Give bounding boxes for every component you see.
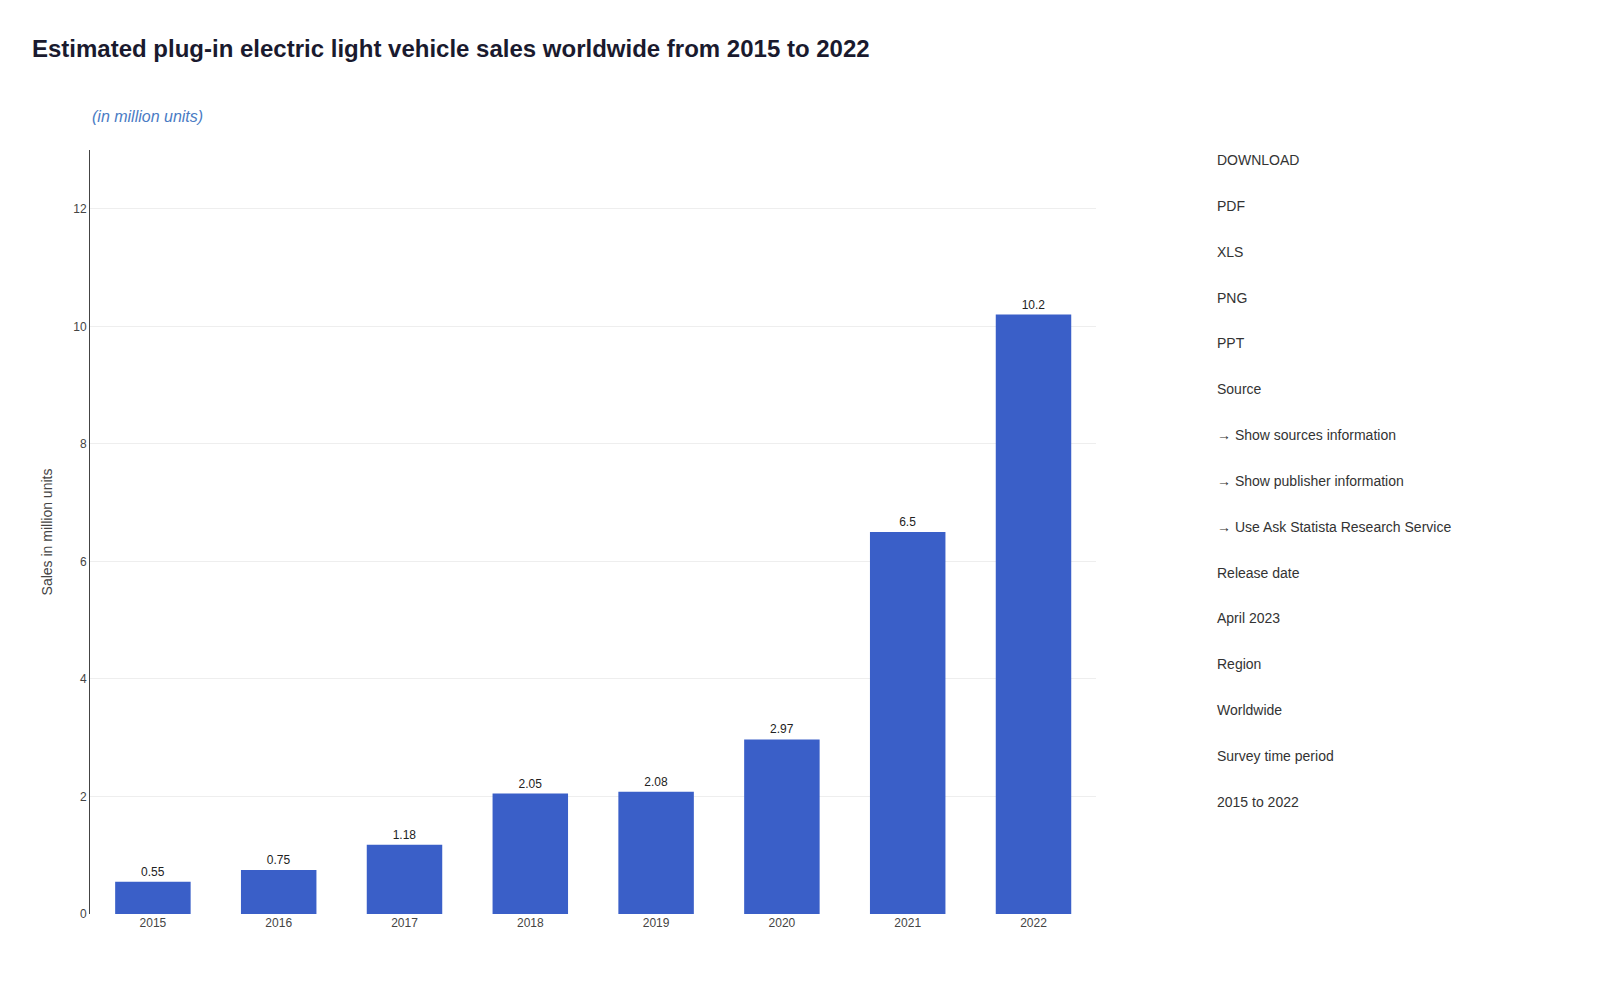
svg-text:6: 6 (80, 555, 87, 569)
svg-text:2016: 2016 (265, 916, 292, 930)
svg-text:2020: 2020 (769, 916, 796, 930)
svg-text:Estimated plug-in electric lig: Estimated plug-in electric light vehicle… (32, 35, 870, 62)
svg-text:2021: 2021 (894, 916, 921, 930)
svg-text:→ Show publisher information: → Show publisher information (1217, 473, 1404, 489)
svg-text:Worldwide: Worldwide (1217, 702, 1282, 718)
svg-text:2.08: 2.08 (644, 775, 668, 789)
svg-text:0.55: 0.55 (141, 865, 165, 879)
svg-text:PPT: PPT (1217, 335, 1245, 351)
svg-text:2017: 2017 (391, 916, 418, 930)
svg-text:(in million units): (in million units) (92, 108, 203, 125)
svg-text:1.18: 1.18 (393, 828, 417, 842)
svg-text:8: 8 (80, 437, 87, 451)
svg-text:2.97: 2.97 (770, 722, 794, 736)
svg-text:PDF: PDF (1217, 198, 1245, 214)
svg-text:DOWNLOAD: DOWNLOAD (1217, 152, 1299, 168)
svg-text:2022: 2022 (1020, 916, 1047, 930)
svg-text:→ Show sources information: → Show sources information (1217, 427, 1396, 443)
svg-text:Survey time period: Survey time period (1217, 748, 1334, 764)
svg-text:6.5: 6.5 (899, 515, 916, 529)
svg-text:2: 2 (80, 790, 87, 804)
svg-text:2015 to 2022: 2015 to 2022 (1217, 794, 1299, 810)
svg-text:→ Use Ask Statista Research Se: → Use Ask Statista Research Service (1217, 519, 1451, 535)
svg-text:10: 10 (73, 320, 87, 334)
svg-text:Source: Source (1217, 381, 1262, 397)
svg-text:0.75: 0.75 (267, 853, 291, 867)
svg-text:XLS: XLS (1217, 244, 1243, 260)
svg-text:2.05: 2.05 (518, 777, 542, 791)
svg-text:Sales in million units: Sales in million units (39, 469, 55, 596)
svg-text:10.2: 10.2 (1022, 298, 1046, 312)
svg-text:2019: 2019 (643, 916, 670, 930)
svg-text:PNG: PNG (1217, 290, 1247, 306)
svg-text:2015: 2015 (140, 916, 167, 930)
svg-text:12: 12 (73, 202, 87, 216)
svg-text:April 2023: April 2023 (1217, 610, 1280, 626)
svg-text:4: 4 (80, 672, 87, 686)
svg-text:Region: Region (1217, 656, 1261, 672)
svg-text:Release date: Release date (1217, 565, 1300, 581)
svg-text:0: 0 (80, 907, 87, 921)
svg-text:2018: 2018 (517, 916, 544, 930)
